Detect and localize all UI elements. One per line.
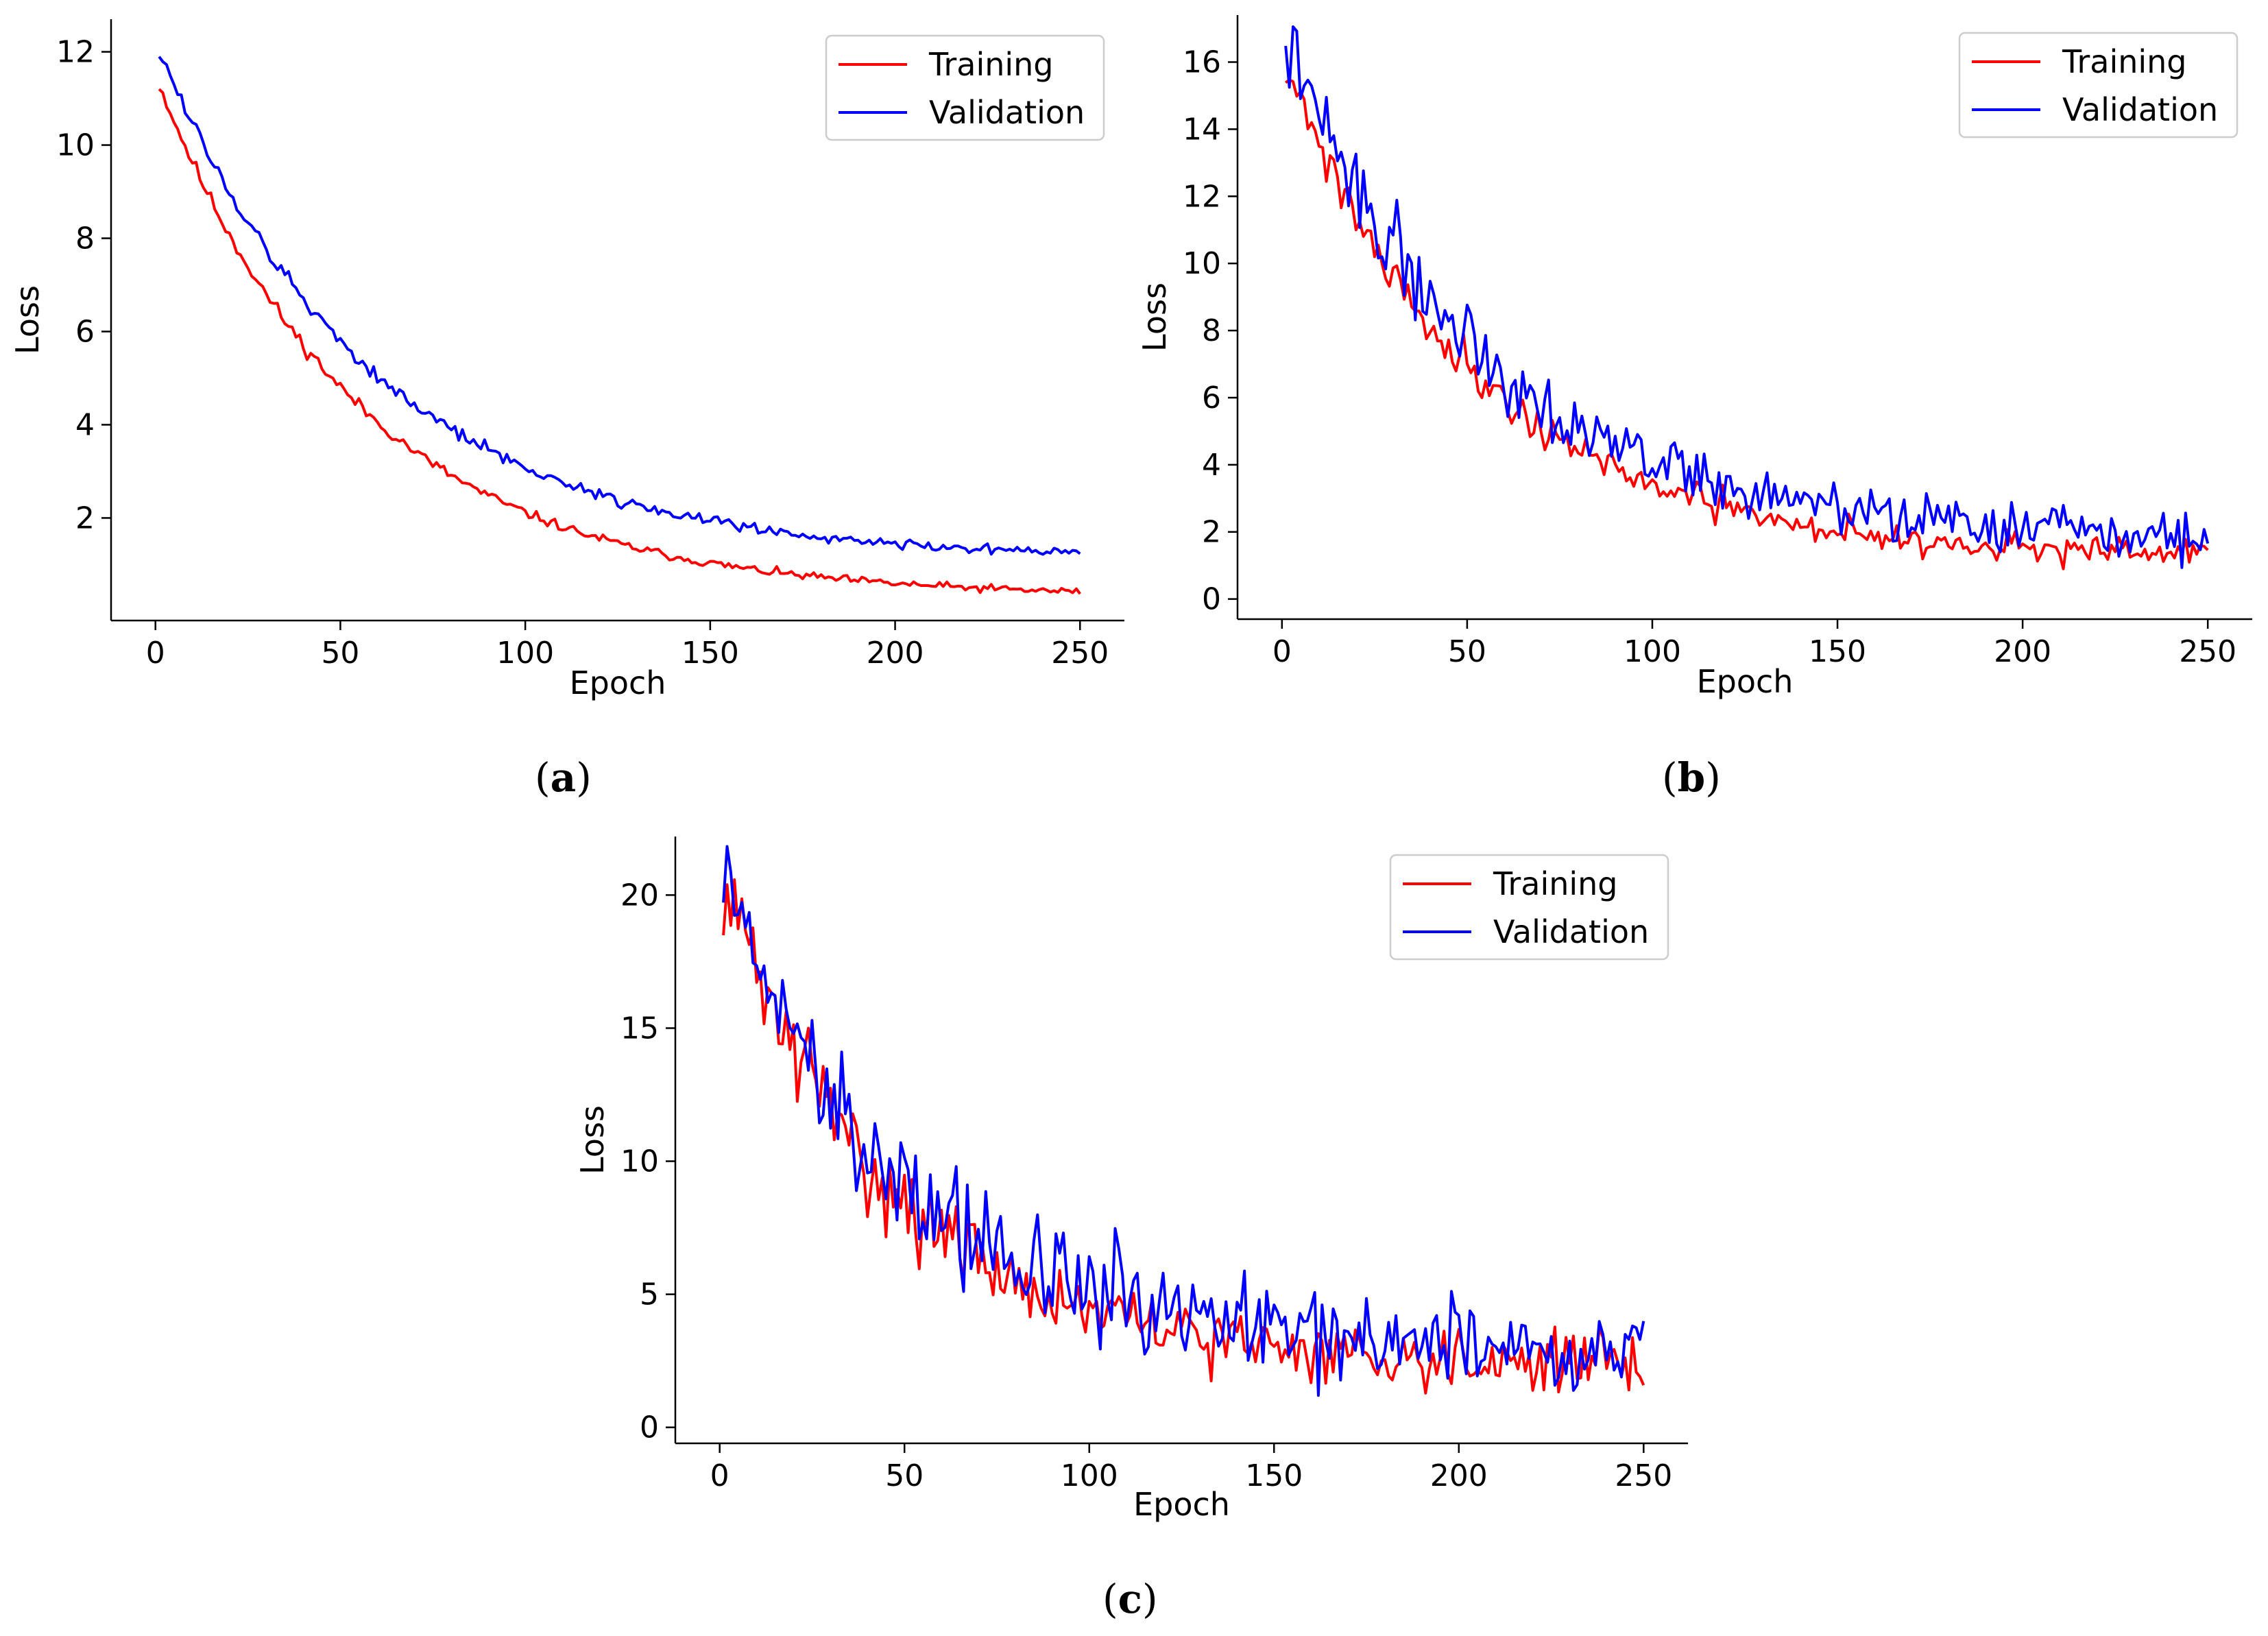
legend-label-validation-c: Validation <box>1493 913 1649 950</box>
legend-label-training-a: Training <box>928 46 1054 83</box>
x-tick-label-b-50: 50 <box>1448 634 1486 669</box>
y-axis-label-c: Loss <box>574 1105 611 1175</box>
y-tick-label-c-10: 10 <box>620 1144 659 1179</box>
x-tick-label-b-100: 100 <box>1624 634 1681 669</box>
y-tick-label-b-16: 16 <box>1183 45 1221 80</box>
x-tick-label-c-100: 100 <box>1061 1458 1118 1493</box>
x-axis-label-c: Epoch <box>1133 1486 1230 1523</box>
y-tick-label-c-0: 0 <box>640 1410 659 1445</box>
x-tick-label-a-150: 150 <box>681 636 739 671</box>
y-tick-label-b-6: 6 <box>1202 381 1221 416</box>
y-tick-label-a-6: 6 <box>75 314 95 349</box>
y-tick-label-b-14: 14 <box>1183 112 1221 147</box>
legend-b: Training Validation <box>1958 32 2239 139</box>
series-line-validation-a <box>158 56 1081 556</box>
x-tick-label-a-0: 0 <box>146 636 165 671</box>
caption-a-letter: a <box>550 754 577 801</box>
y-tick-label-b-2: 2 <box>1202 515 1221 550</box>
legend-label-training-b: Training <box>2062 43 2187 80</box>
y-tick-label-a-10: 10 <box>56 128 95 163</box>
y-tick-label-b-4: 4 <box>1202 448 1221 483</box>
panel-c-chart: 0 50 100 150 200 250 0 5 10 15 20 Epoch Loss Training… <box>574 837 1688 1523</box>
legend-c: Training Validation <box>1389 854 1669 961</box>
y-axis-label-b: Loss <box>1136 282 1173 352</box>
x-tick-label-b-150: 150 <box>1809 634 1866 669</box>
x-tick-label-a-250: 250 <box>1051 636 1109 671</box>
x-axis-label-a: Epoch <box>570 664 666 701</box>
series-line-validation-c <box>722 845 1645 1397</box>
x-tick-label-b-200: 200 <box>1994 634 2051 669</box>
legend-label-validation-a: Validation <box>929 94 1085 131</box>
caption-a: (a) <box>535 754 592 801</box>
y-tick-label-c-15: 15 <box>620 1011 659 1046</box>
series-line-training-a <box>158 88 1081 595</box>
x-tick-label-b-0: 0 <box>1272 634 1292 669</box>
y-tick-label-a-2: 2 <box>75 501 95 536</box>
caption-b: (b) <box>1662 754 1721 801</box>
y-tick-label-b-12: 12 <box>1183 179 1221 214</box>
y-tick-label-b-10: 10 <box>1183 246 1221 281</box>
legend-a: Training Validation <box>825 34 1105 141</box>
x-tick-label-c-50: 50 <box>885 1458 924 1493</box>
panel-b-chart: 0 50 100 150 200 250 0 2 4 6 8 10 12 14 16 Epoch Loss Tra… <box>1136 15 2252 700</box>
y-tick-label-b-8: 8 <box>1202 313 1221 348</box>
caption-c-letter: c <box>1118 1576 1142 1622</box>
y-tick-label-b-0: 0 <box>1202 582 1221 617</box>
x-tick-label-c-0: 0 <box>710 1458 729 1493</box>
x-axis-label-b: Epoch <box>1697 663 1794 700</box>
series-line-training-c <box>722 878 1645 1395</box>
series-line-training-b <box>1284 78 2209 570</box>
caption-b-letter: b <box>1677 754 1706 801</box>
x-tick-label-a-200: 200 <box>867 636 924 671</box>
x-tick-label-a-100: 100 <box>496 636 554 671</box>
y-tick-label-a-4: 4 <box>75 407 95 442</box>
x-tick-label-a-50: 50 <box>321 636 359 671</box>
x-tick-label-c-150: 150 <box>1245 1458 1303 1493</box>
legend-label-validation-b: Validation <box>2062 91 2218 128</box>
y-tick-label-a-12: 12 <box>56 35 95 70</box>
legend-label-training-c: Training <box>1493 865 1618 902</box>
series-line-validation-b <box>1284 25 2210 569</box>
caption-c: (c) <box>1102 1576 1158 1622</box>
y-axis-label-a: Loss <box>9 285 46 354</box>
y-tick-label-a-8: 8 <box>75 221 95 256</box>
x-tick-label-c-250: 250 <box>1615 1458 1672 1493</box>
y-tick-label-c-20: 20 <box>620 878 659 913</box>
panel-a-chart: 0 50 100 150 200 250 2 4 6 8 10 12 Epoch Loss Training… <box>9 19 1124 701</box>
x-tick-label-c-200: 200 <box>1430 1458 1488 1493</box>
x-tick-label-b-250: 250 <box>2179 634 2236 669</box>
y-tick-label-c-5: 5 <box>640 1277 659 1312</box>
